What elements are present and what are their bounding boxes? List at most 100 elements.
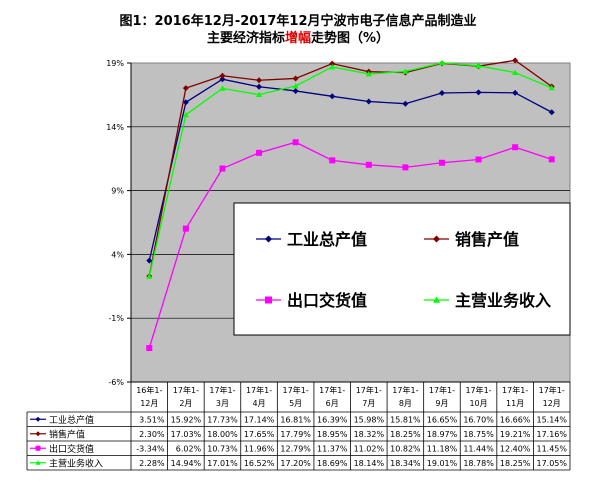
category-label-line1: 17年1- [356,385,382,395]
table-cell: 11.02% [354,444,385,453]
data-point [329,63,336,70]
category-label-line1: 17年1- [465,385,491,395]
category-label-line1: 16年1- [136,385,162,395]
legend-label: 主营业务收入 [455,291,551,310]
category-label-line1: 17年1- [246,385,272,395]
category-label-line2: 5月 [289,399,302,408]
table-cell: 16.70% [463,415,494,424]
data-point [548,109,555,116]
data-point [512,57,519,64]
table-cell: 18.25% [500,459,531,468]
legend-label: 出口交货值 [287,291,367,310]
data-point [438,159,445,166]
data-point [475,156,482,163]
category-label-line2: 4月 [252,399,265,408]
data-point [182,111,189,118]
data-point [256,77,263,84]
table-cell: 10.82% [390,444,421,453]
table-cell: 11.45% [536,444,567,453]
data-point [219,72,226,79]
title-text-pre: 主要经济指标 [206,31,285,46]
data-point [146,345,153,352]
data-point [292,87,299,94]
y-tick-label: -1% [108,314,124,323]
data-point [292,82,299,89]
category-label-line2: 12月 [140,399,158,408]
data-point [219,165,226,172]
data-point [548,84,555,91]
y-tick-label: 14% [106,123,124,132]
table-cell: 17.65% [244,430,275,439]
data-point [365,161,372,168]
table-cell: 15.81% [390,415,421,424]
category-label-line1: 17年1- [209,385,235,395]
data-point [402,68,409,74]
table-cell: 15.92% [171,415,202,424]
table-cell: 15.98% [354,415,385,424]
table-cell: 18.97% [427,430,458,439]
table-cell: 10.73% [207,444,238,453]
category-label-line1: 17年1- [502,385,528,395]
table-cell: 2.28% [139,459,165,468]
data-point [512,89,519,96]
data-point [329,60,336,67]
row-legend-marker [35,431,41,437]
data-point [146,257,153,264]
category-label-line1: 17年1- [283,385,309,395]
data-point [365,98,372,105]
table-cell: 16.66% [500,415,531,424]
table-cell: 11.44% [463,444,494,453]
table-cell: 18.69% [317,459,348,468]
data-point [475,89,482,96]
table-cell: 17.03% [171,430,202,439]
table-cell: 18.00% [207,430,238,439]
data-point [548,156,555,163]
series-line-0 [148,78,553,261]
legend-marker [265,235,272,243]
legend-label: 工业总产值 [287,230,367,249]
table-cell: 19.21% [500,430,531,439]
row-legend-marker [35,460,41,465]
table-cell: 18.25% [390,430,421,439]
series-line-1 [148,59,553,277]
data-point [512,69,519,75]
table-cell: 16.81% [280,415,311,424]
table-cell: 2.30% [139,430,165,439]
table-cell: 17.20% [280,459,311,468]
data-point [182,85,189,92]
row-label: 销售产值 [49,428,85,440]
data-point [256,149,263,156]
y-tick-label: 19% [106,59,124,68]
table-cell: 16.52% [244,459,275,468]
table-cell: 11.37% [317,444,348,453]
legend-label: 销售产值 [455,230,519,249]
data-point [438,89,445,96]
table-cell: 17.01% [207,459,238,468]
data-point [329,93,336,100]
data-point [256,83,263,90]
row-legend-marker [35,416,41,422]
table-cell: 3.51% [139,415,165,424]
table-cell: 12.79% [280,444,311,453]
row-label: 工业总产值 [49,414,94,426]
data-point [365,70,372,77]
table-cell: 6.02% [176,444,202,453]
table-cell: 16.39% [317,415,348,424]
category-label-line1: 17年1- [173,385,199,395]
table-cell: 17.14% [244,415,275,424]
data-point [182,225,189,232]
category-label-line2: 9月 [435,399,448,408]
legend-box [233,202,571,336]
category-label-line2: 8月 [399,399,412,408]
table-cell: 18.14% [354,459,385,468]
data-point [402,100,409,107]
data-point [219,85,226,91]
legend-marker [265,296,272,304]
data-point [256,91,263,98]
category-label-line2: 3月 [216,399,229,408]
data-point [329,157,336,164]
series-line-2 [148,141,552,349]
category-label-line1: 17年1- [319,385,345,395]
data-point [512,144,519,151]
